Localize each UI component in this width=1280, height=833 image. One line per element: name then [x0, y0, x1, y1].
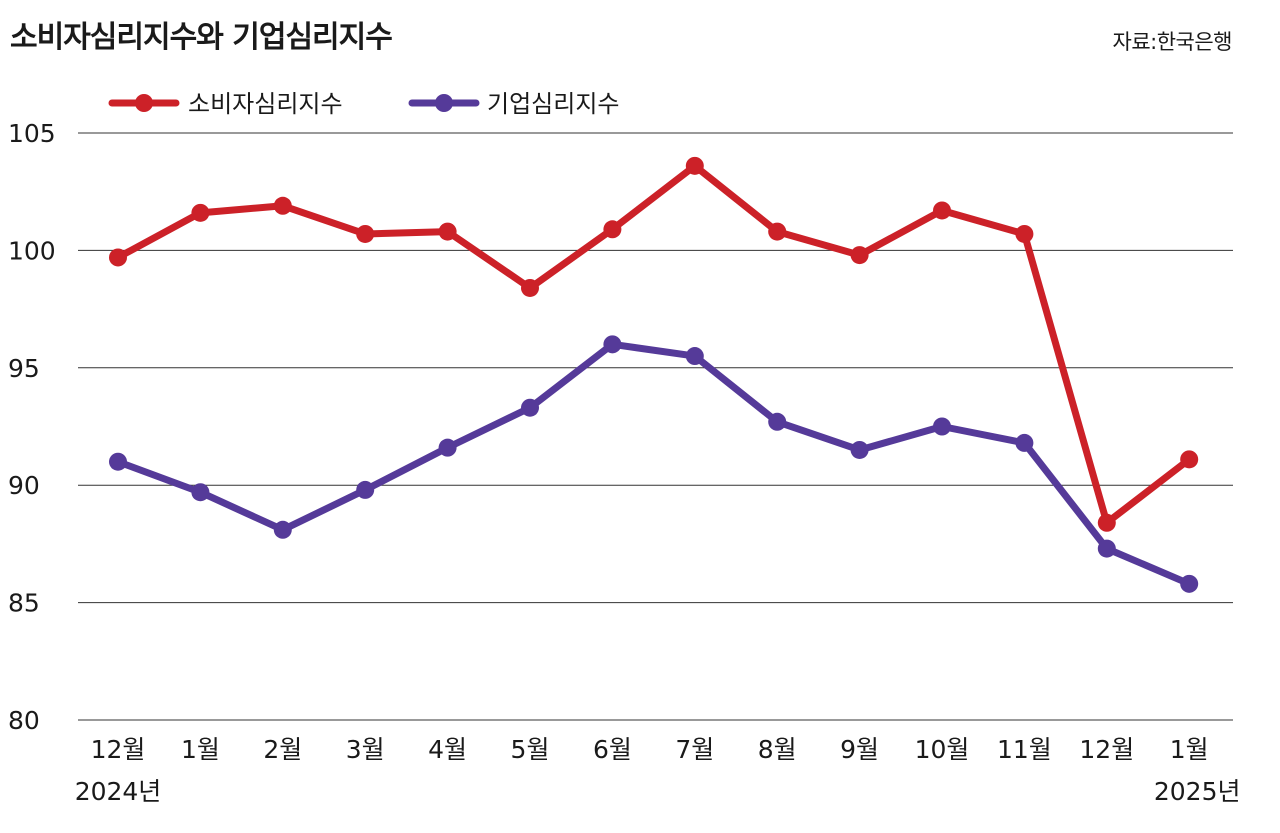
data-point — [1015, 433, 1034, 452]
data-point — [356, 480, 375, 499]
year-label: 2024년 — [75, 777, 162, 806]
data-point — [933, 201, 951, 220]
data-point — [356, 224, 375, 243]
data-point — [273, 196, 292, 215]
data-point — [685, 347, 704, 366]
data-point — [191, 483, 210, 502]
y-tick-label: 100 — [8, 236, 56, 265]
data-point — [273, 520, 292, 539]
y-tick-label: 95 — [8, 354, 40, 383]
data-point — [521, 278, 539, 297]
data-point — [768, 222, 787, 241]
y-tick-label: 80 — [8, 706, 40, 735]
x-tick-label: 6월 — [593, 735, 632, 764]
x-tick-label: 5월 — [511, 735, 550, 764]
x-tick-label: 7월 — [675, 735, 714, 764]
data-point — [850, 246, 869, 265]
x-tick-label: 1월 — [181, 735, 220, 764]
data-point — [1180, 450, 1199, 469]
data-point — [1180, 574, 1199, 593]
x-tick-label: 11월 — [997, 735, 1052, 764]
data-point — [438, 438, 457, 457]
x-tick-label: 9월 — [840, 735, 879, 764]
data-point — [850, 440, 869, 459]
year-label: 2025년 — [1154, 777, 1241, 806]
legend-label: 기업심리지수 — [487, 90, 619, 118]
x-tick-label: 1월 — [1170, 735, 1209, 764]
series-line — [114, 162, 1193, 527]
series-line — [114, 340, 1193, 588]
data-point — [603, 220, 622, 239]
data-point — [933, 417, 951, 436]
data-point — [1015, 224, 1034, 243]
x-tick-label: 2월 — [263, 735, 302, 764]
x-tick-label: 4월 — [428, 735, 467, 764]
data-point — [438, 222, 457, 241]
data-point — [191, 203, 210, 222]
x-tick-label: 8월 — [758, 735, 797, 764]
x-tick-label: 10월 — [915, 735, 970, 764]
data-point — [109, 452, 127, 471]
data-point — [1097, 513, 1116, 532]
data-point — [1097, 539, 1116, 558]
data-point — [109, 248, 127, 267]
chart-title: 소비자심리지수와 기업심리지수 — [10, 20, 393, 55]
y-tick-label: 105 — [8, 119, 56, 148]
data-point — [603, 335, 622, 354]
x-tick-label: 12월 — [1079, 735, 1134, 764]
data-point — [685, 156, 704, 175]
x-tick-label: 3월 — [346, 735, 385, 764]
source-note: 자료:한국은행 — [1112, 30, 1233, 54]
y-tick-label: 85 — [8, 589, 40, 618]
x-tick-label: 12월 — [91, 735, 146, 764]
data-point — [521, 398, 539, 417]
legend-marker — [135, 94, 153, 112]
y-tick-label: 90 — [8, 471, 40, 500]
legend-label: 소비자심리지수 — [188, 90, 343, 118]
legend-marker — [435, 94, 453, 112]
data-point — [768, 412, 787, 431]
